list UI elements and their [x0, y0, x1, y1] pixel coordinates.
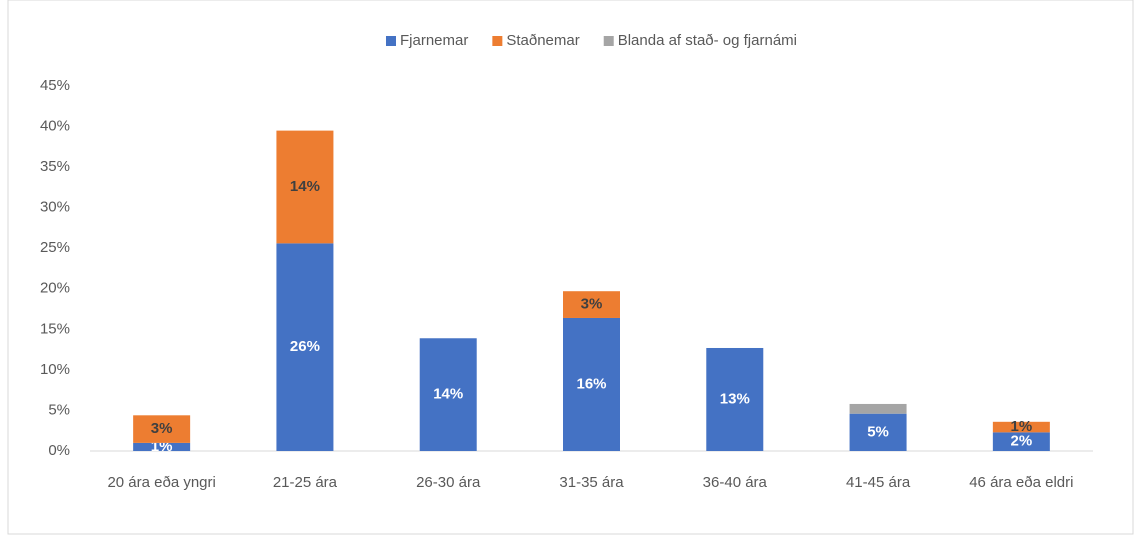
bar-segment [133, 415, 191, 443]
data-label: 26% [290, 338, 320, 355]
data-label: 16% [576, 375, 606, 392]
bar-segment [706, 347, 764, 451]
bar-segment [276, 243, 334, 451]
data-label: 2% [1011, 433, 1033, 450]
legend-label: Fjarnemar [400, 32, 468, 49]
x-tick-label: 36-40 ára [703, 474, 768, 491]
y-tick-label: 40% [40, 118, 70, 135]
x-tick-label: 21-25 ára [273, 474, 338, 491]
y-tick-label: 30% [40, 199, 70, 216]
bar-segment [849, 403, 907, 414]
bar-segment [992, 432, 1050, 451]
y-tick-label: 25% [40, 239, 70, 256]
data-label: 1% [1011, 418, 1033, 435]
legend-swatch [385, 36, 396, 46]
y-tick-label: 10% [40, 361, 70, 378]
x-tick-label: 31-35 ára [559, 474, 624, 491]
data-label: 5% [867, 423, 889, 440]
y-tick-label: 15% [40, 320, 70, 337]
bar-segment [992, 421, 1050, 433]
y-tick-label: 5% [48, 401, 70, 418]
data-label: 3% [581, 296, 603, 313]
legend-swatch [603, 36, 614, 46]
bar-segment [419, 338, 477, 451]
legend-label: Blanda af stað- og fjarnámi [618, 32, 797, 49]
y-tick-label: 20% [40, 280, 70, 297]
y-tick-label: 0% [48, 442, 70, 459]
y-tick-label: 35% [40, 158, 70, 175]
bar-segment [276, 130, 334, 244]
x-tick-label: 41-45 ára [846, 474, 911, 491]
bar-segment [133, 442, 191, 451]
x-tick-label: 26-30 ára [416, 474, 481, 491]
x-tick-label: 20 ára eða yngri [107, 474, 215, 491]
bar-segment [563, 317, 620, 451]
data-label: 13% [720, 390, 750, 407]
data-label: 14% [290, 178, 320, 195]
data-label: 14% [433, 386, 463, 403]
bar-segment [563, 291, 620, 318]
chart-frame [7, 0, 1134, 535]
bar-segment [849, 413, 907, 451]
data-label: 3% [151, 420, 173, 437]
x-tick-label: 46 ára eða eldri [969, 474, 1073, 491]
legend-swatch [492, 36, 503, 46]
legend-label: Staðnemar [506, 32, 579, 49]
y-tick-label: 45% [40, 77, 70, 94]
